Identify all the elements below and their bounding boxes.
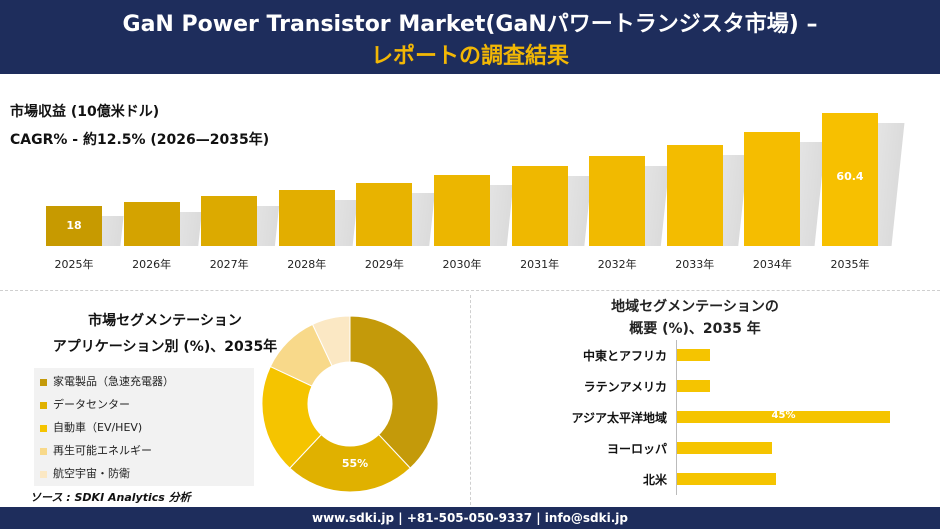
region-bar <box>677 473 777 485</box>
legend-label: 家電製品（急速充電器） <box>53 375 174 388</box>
revenue-bar-2032年 <box>589 155 646 246</box>
region-bar <box>677 349 711 361</box>
legend-item: 自動車（EV/HEV) <box>40 419 142 435</box>
pie-slice <box>261 365 322 469</box>
source-note: ソース : SDKI Analytics 分析 <box>30 491 191 504</box>
revenue-bar-2031年 <box>511 165 568 246</box>
pie-slice <box>349 315 439 469</box>
legend-label: 航空宇宙・防衛 <box>53 467 130 480</box>
legend-item: 再生可能エネルギー <box>40 442 152 458</box>
x-tick-label: 2034年 <box>752 258 792 271</box>
bar-value-label: 18 <box>66 219 82 233</box>
x-tick-label: 2027年 <box>209 258 249 271</box>
legend-item: 家電製品（急速充電器） <box>40 373 174 389</box>
revenue-bar-2026年 <box>123 201 180 246</box>
x-tick-label: 2025年 <box>54 258 94 271</box>
footer-contact: www.sdki.jp | +81-505-050-9337 | info@sd… <box>0 507 940 529</box>
legend-swatch <box>40 378 47 386</box>
x-tick-label: 2031年 <box>520 258 560 271</box>
legend-item: データセンター <box>40 396 130 412</box>
bar-value-label: 60.4 <box>836 170 864 184</box>
revenue-bar-2025年 <box>46 206 102 246</box>
legend-swatch <box>40 447 47 455</box>
revenue-bar-2027年 <box>201 195 258 246</box>
legend-label: 自動車（EV/HEV) <box>53 421 143 434</box>
region-axis-line <box>676 340 677 495</box>
x-tick-label: 2032年 <box>597 258 637 271</box>
region-title-line-2: 概要 (%)、2035 年 <box>629 321 761 337</box>
revenue-bar-2030年 <box>434 174 490 246</box>
x-tick-label: 2030年 <box>442 258 482 271</box>
region-bar <box>677 380 711 392</box>
x-tick-label: 2035年 <box>830 258 870 271</box>
pie-slice-label: 55% <box>342 457 368 470</box>
region-label: アジア太平洋地域 <box>571 411 667 425</box>
legend-label: 再生可能エネルギー <box>53 444 152 457</box>
revenue-bar-2033年 <box>666 144 723 246</box>
region-label: 中東とアフリカ <box>582 349 667 363</box>
legend-swatch <box>40 470 47 478</box>
pie-slice <box>289 433 411 493</box>
legend-swatch <box>40 401 47 409</box>
legend-swatch <box>40 424 47 432</box>
legend-label: データセンター <box>53 398 130 411</box>
region-label: ヨーロッパ <box>606 442 667 456</box>
title-line-2: レポートの調査結果 <box>370 44 569 69</box>
segment-title-line-2: アプリケーション別 (%)、2035年 <box>52 339 278 355</box>
divider-horizontal <box>0 290 940 291</box>
revenue-bar-2029年 <box>356 182 413 246</box>
region-bar <box>677 411 890 423</box>
revenue-label: 市場収益 (10億米ドル) <box>10 104 160 120</box>
region-label: 北米 <box>642 473 667 487</box>
region-title-line-1: 地域セグメンテーションの <box>611 299 779 315</box>
x-tick-label: 2026年 <box>132 258 172 271</box>
cagr-label: CAGR% - 約12.5% (2026—2035年) <box>10 132 270 148</box>
revenue-bar-2034年 <box>744 131 801 246</box>
revenue-bar-2028年 <box>278 189 335 246</box>
revenue-bar-2035年 <box>822 113 878 246</box>
x-tick-label: 2033年 <box>675 258 715 271</box>
x-tick-label: 2029年 <box>364 258 404 271</box>
x-tick-label: 2028年 <box>287 258 327 271</box>
title-line-1: GaN Power Transistor Market(GaNパワートランジスタ… <box>122 12 818 37</box>
pie-slice <box>311 315 351 367</box>
region-bar-value: 45% <box>771 410 796 421</box>
divider-vertical <box>470 295 471 505</box>
legend-item: 航空宇宙・防衛 <box>40 465 130 481</box>
pie-legend <box>34 368 254 486</box>
segment-title-line-1: 市場セグメンテーション <box>88 313 242 329</box>
header-banner: GaN Power Transistor Market(GaNパワートランジスタ… <box>0 0 940 74</box>
region-label: ラテンアメリカ <box>583 380 667 394</box>
region-bar <box>677 442 772 454</box>
